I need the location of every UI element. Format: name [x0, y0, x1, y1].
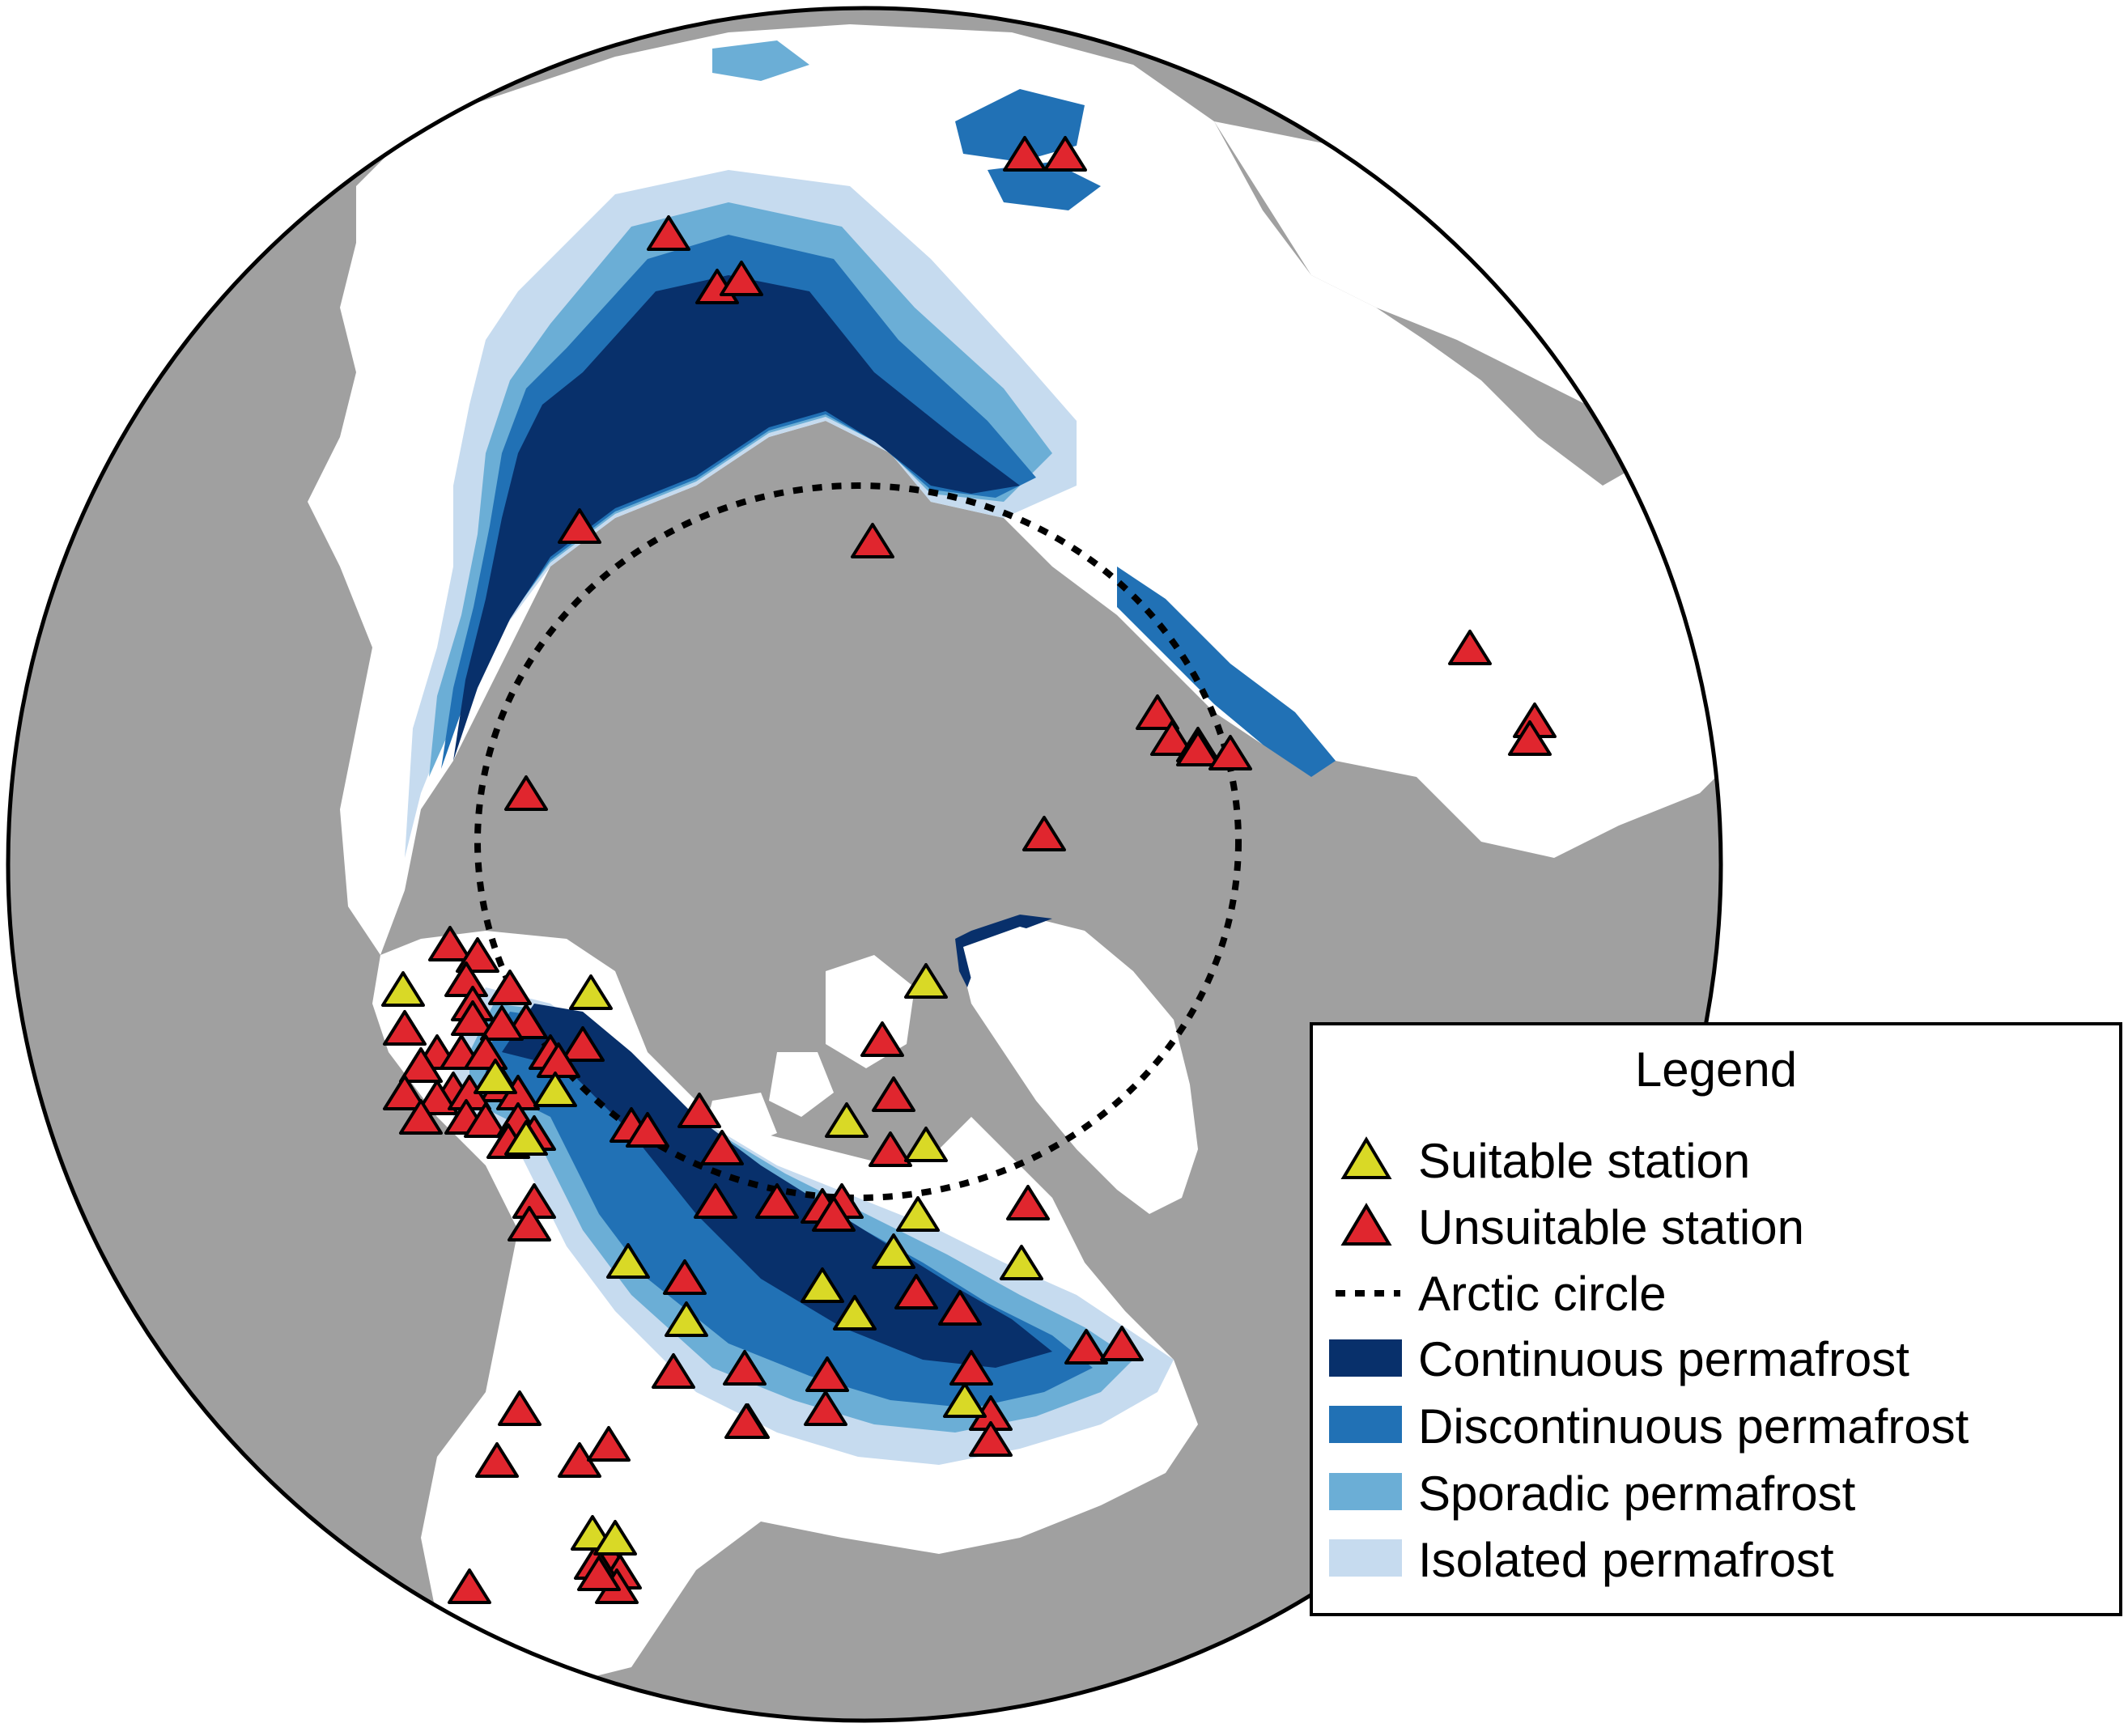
suitable-station-marker	[833, 1295, 877, 1331]
suitable-station-marker	[896, 1196, 940, 1232]
unsuitable-station-marker	[663, 1259, 707, 1295]
unsuitable-station-marker	[451, 1000, 495, 1036]
unsuitable-station-marker	[504, 775, 548, 811]
unsuitable-station-marker	[1208, 735, 1252, 770]
unsuitable-station-marker	[587, 1426, 631, 1462]
unsuitable-station-marker	[415, 1080, 459, 1115]
unsuitable-station-marker	[969, 1421, 1013, 1457]
unsuitable-station-marker	[428, 926, 472, 961]
legend-sporadic-swatch	[1329, 1473, 1402, 1510]
legend-suitable-label: Suitable station	[1418, 1134, 1750, 1188]
unsuitable-station-marker	[561, 1026, 605, 1062]
legend: Legend Suitable station Unsuitable stati…	[1310, 1022, 2122, 1616]
unsuitable-station-marker	[652, 1353, 695, 1389]
suitable-station-marker	[943, 1382, 987, 1418]
suitable-station-marker	[381, 971, 425, 1007]
unsuitable-station-marker	[724, 1403, 768, 1439]
unsuitable-station-marker	[860, 1021, 904, 1057]
unsuitable-station-marker	[755, 1183, 799, 1219]
unsuitable-station-marker	[399, 1047, 443, 1083]
unsuitable-station-marker	[1022, 816, 1066, 851]
legend-title: Legend	[1635, 1042, 1797, 1097]
suitable-station-marker	[569, 974, 613, 1010]
east-asia-land	[1214, 121, 1721, 567]
suitable-station-marker	[801, 1267, 844, 1303]
legend-arctic-label: Arctic circle	[1418, 1267, 1667, 1321]
permafrost-continuous-eurasia	[453, 275, 1020, 761]
legend-isolated-label: Isolated permafrost	[1418, 1533, 1834, 1587]
unsuitable-station-marker	[558, 508, 601, 544]
unsuitable-station-marker	[805, 1356, 849, 1392]
unsuitable-station-marker	[1003, 136, 1047, 172]
unsuitable-station-marker	[1043, 136, 1087, 172]
suitable-station-marker	[904, 1127, 948, 1162]
unsuitable-station-marker	[448, 1568, 491, 1604]
unsuitable-station-marker	[626, 1112, 669, 1148]
legend-sporadic-label: Sporadic permafrost	[1418, 1466, 1856, 1521]
unsuitable-station-marker	[647, 215, 690, 251]
legend-continuous-swatch	[1329, 1339, 1402, 1377]
arctic-circle	[474, 482, 1242, 1201]
legend-isolated-swatch	[1329, 1539, 1402, 1577]
permafrost-asia-mountains-light	[712, 40, 809, 81]
legend-discontinuous-swatch	[1329, 1406, 1402, 1443]
unsuitable-station-marker	[869, 1131, 912, 1167]
legend-unsuitable-label: Unsuitable station	[1418, 1200, 1804, 1254]
unsuitable-station-marker	[383, 1010, 427, 1046]
unsuitable-station-marker	[498, 1390, 542, 1426]
unsuitable-station-marker	[949, 1350, 993, 1386]
unsuitable-station-marker	[1100, 1326, 1144, 1361]
suitable-station-marker	[1000, 1245, 1043, 1280]
unsuitable-station-marker	[1176, 731, 1220, 766]
suitable-station-marker	[665, 1301, 708, 1337]
unsuitable-station-marker	[723, 1350, 767, 1386]
unsuitable-station-marker	[383, 1075, 427, 1110]
unsuitable-station-marker	[700, 1130, 744, 1165]
unsuitable-station-marker	[464, 1102, 508, 1138]
unsuitable-station-marker	[720, 261, 763, 296]
stations-layer	[381, 136, 1557, 1604]
suitable-station-marker	[533, 1072, 577, 1107]
unsuitable-station-marker	[851, 523, 894, 558]
unsuitable-station-marker	[508, 1206, 551, 1242]
legend-unsuitable-symbol	[1340, 1203, 1392, 1246]
legend-suitable-symbol	[1340, 1136, 1392, 1179]
unsuitable-station-marker	[804, 1390, 847, 1426]
unsuitable-station-marker	[1448, 630, 1492, 665]
unsuitable-station-marker	[475, 1442, 519, 1478]
legend-box	[1310, 1022, 2122, 1616]
suitable-station-marker	[593, 1520, 637, 1556]
unsuitable-station-marker	[872, 1076, 915, 1112]
permafrost-scandinavia	[1117, 567, 1336, 777]
unsuitable-station-marker	[577, 1556, 621, 1591]
unsuitable-station-marker	[894, 1274, 938, 1309]
suitable-station-marker	[606, 1243, 650, 1279]
suitable-station-marker	[825, 1102, 869, 1138]
unsuitable-station-marker	[938, 1290, 982, 1326]
suitable-station-marker	[504, 1120, 548, 1156]
unsuitable-station-marker	[812, 1196, 856, 1232]
unsuitable-station-marker	[480, 1005, 524, 1041]
unsuitable-station-marker	[399, 1099, 443, 1135]
unsuitable-station-marker	[694, 1183, 737, 1219]
suitable-station-marker	[474, 1059, 517, 1094]
unsuitable-station-marker	[677, 1093, 721, 1128]
suitable-station-marker	[904, 963, 948, 999]
greenland-coast	[955, 915, 1052, 987]
unsuitable-station-marker	[488, 970, 532, 1005]
map-layers	[308, 24, 1721, 1683]
legend-discontinuous-label: Discontinuous permafrost	[1418, 1399, 1969, 1454]
unsuitable-station-marker	[1006, 1185, 1050, 1220]
unsuitable-station-marker	[1064, 1329, 1108, 1365]
globe-outline	[6, 6, 1723, 1723]
arctic-islands	[704, 955, 915, 1149]
legend-continuous-label: Continuous permafrost	[1418, 1332, 1909, 1386]
greenland-ice	[963, 927, 1183, 1202]
unsuitable-station-marker	[1136, 694, 1179, 730]
unsuitable-station-marker	[1150, 720, 1194, 756]
unsuitable-station-marker	[1508, 720, 1552, 756]
suitable-station-marker	[872, 1233, 915, 1269]
